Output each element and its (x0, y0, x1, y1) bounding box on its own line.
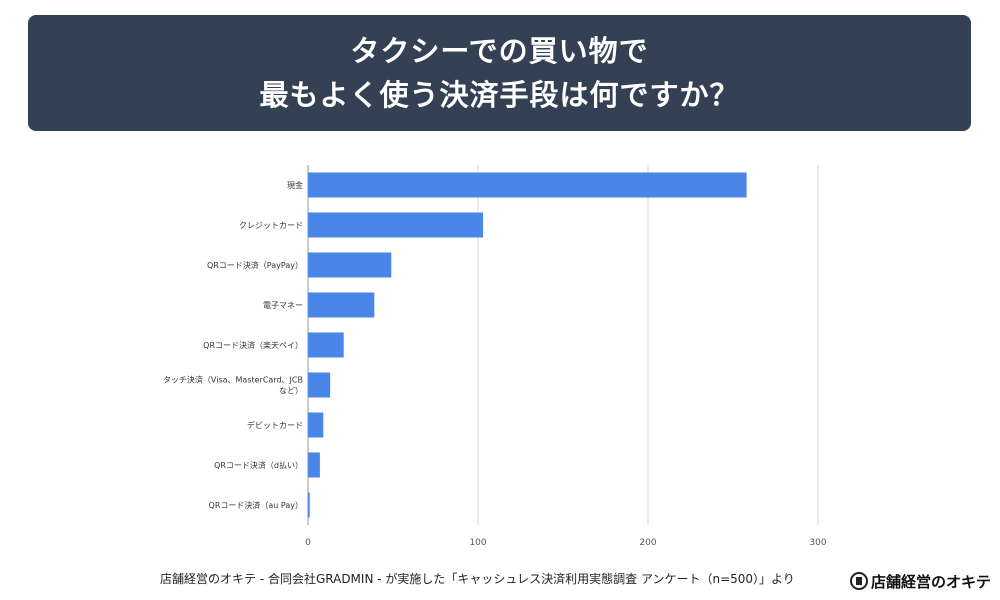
bar (308, 372, 331, 398)
shop-icon (850, 572, 868, 590)
category-label: タッチ決済（Visa、MasterCard、JCB (163, 375, 303, 385)
category-label: デビットカード (247, 420, 303, 430)
bar (308, 492, 310, 518)
x-tick-label: 300 (809, 538, 826, 548)
bar (308, 212, 484, 238)
x-tick-label: 0 (305, 538, 311, 548)
title-line-1: タクシーでの買い物で (350, 34, 649, 68)
category-label: クレジットカード (239, 221, 303, 230)
category-label: など） (279, 387, 303, 396)
title-banner: タクシーでの買い物で 最もよく使う決済手段は何ですか？ (28, 15, 971, 131)
bar (308, 252, 392, 278)
x-tick-label: 200 (639, 538, 656, 548)
category-label: QRコード決済（楽天ペイ） (203, 340, 303, 350)
source-note: 店舗経営のオキテ - 合同会社GRADMIN - が実施した「キャッシュレス決済… (160, 572, 795, 586)
category-label: 現金 (287, 180, 303, 190)
category-label: QRコード決済（au Pay） (209, 500, 303, 510)
bar (308, 172, 747, 198)
title-line-2: 最もよく使う決済手段は何ですか？ (259, 78, 740, 112)
category-label: 電子マネー (263, 301, 303, 310)
logo-text: 店舗経営のオキテ (871, 572, 992, 591)
category-label: QRコード決済（d払い） (214, 460, 303, 470)
brand-logo: 店舗経営のオキテ (850, 566, 998, 596)
category-label: QRコード決済（PayPay） (207, 260, 303, 270)
bar (308, 412, 324, 438)
bar (308, 292, 375, 318)
bar (308, 332, 344, 358)
x-tick-label: 100 (469, 538, 486, 548)
bar (308, 452, 320, 478)
